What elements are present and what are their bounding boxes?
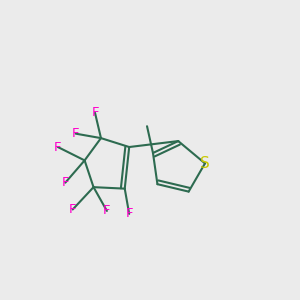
Text: F: F: [54, 140, 62, 154]
Text: F: F: [72, 127, 80, 140]
Text: F: F: [103, 204, 111, 218]
Text: F: F: [91, 106, 99, 119]
Text: F: F: [125, 207, 133, 220]
Text: S: S: [200, 156, 210, 171]
Text: F: F: [61, 176, 69, 189]
Text: F: F: [69, 203, 76, 216]
